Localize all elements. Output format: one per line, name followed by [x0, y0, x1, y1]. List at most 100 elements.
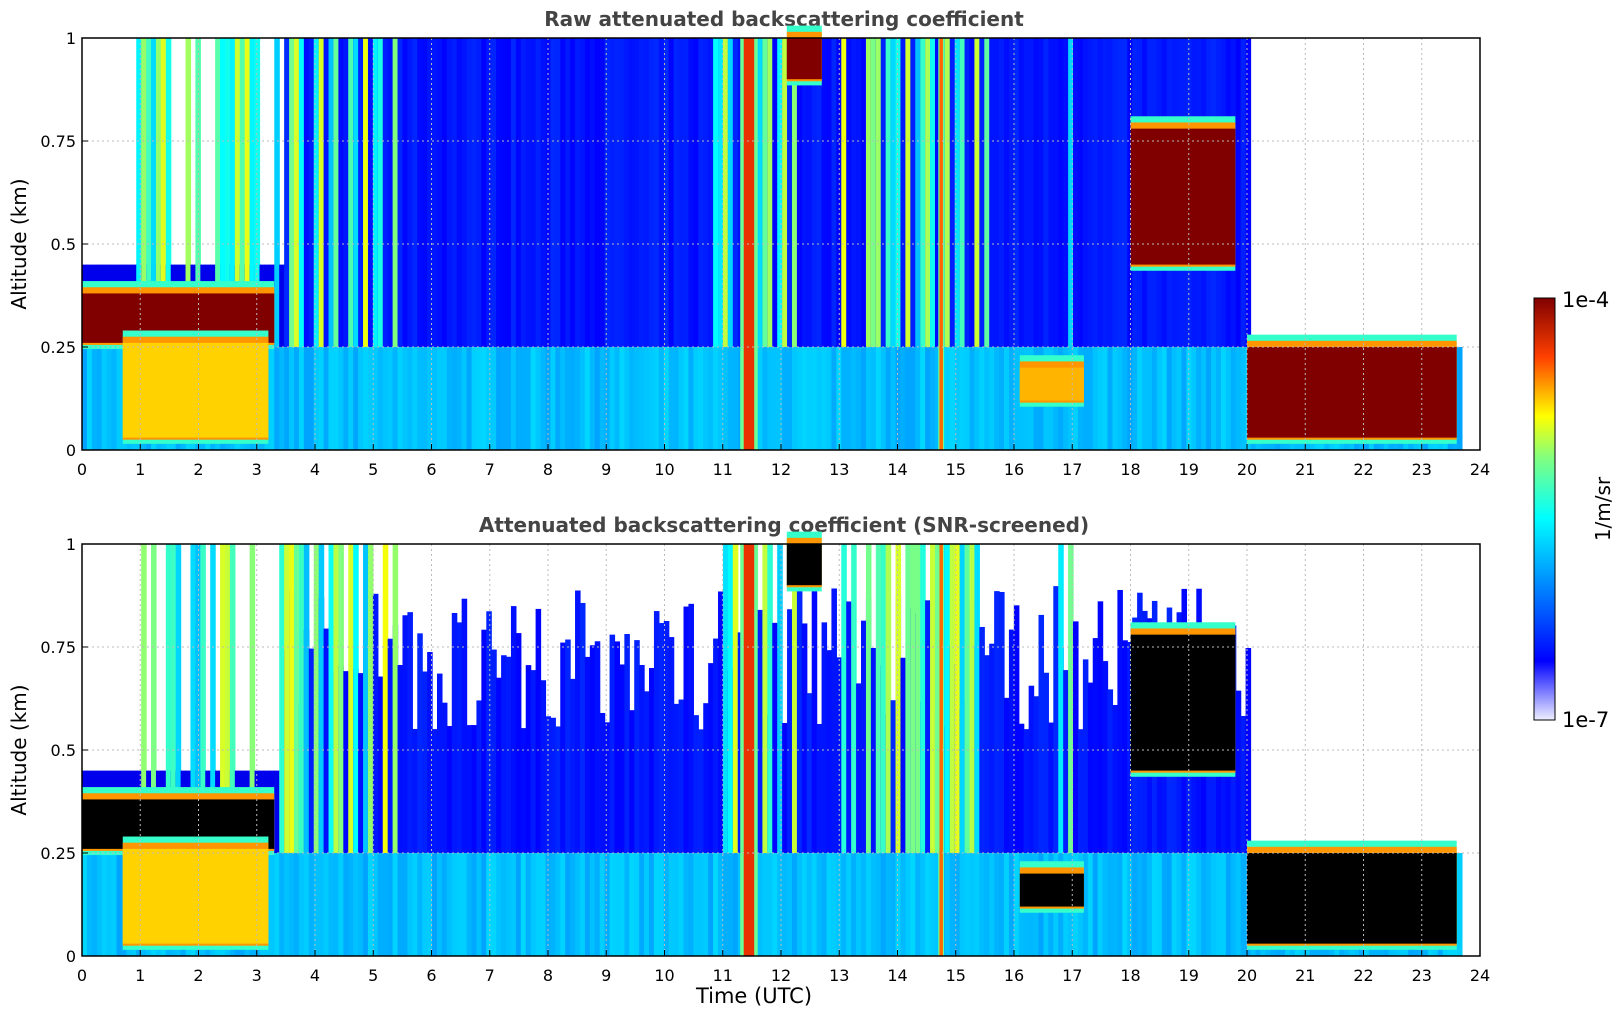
field-cell: [772, 347, 778, 450]
field-cell: [274, 770, 280, 853]
field-cell: [1235, 853, 1242, 956]
field-cell: [481, 38, 487, 347]
streak-cell: [930, 544, 936, 853]
streak-cell: [313, 544, 320, 853]
field-cell: [644, 38, 650, 347]
field-cell: [624, 634, 630, 853]
field-cell: [668, 38, 675, 347]
field-cell: [614, 347, 621, 450]
field-cell: [604, 853, 611, 956]
field-cell: [1097, 601, 1104, 853]
field-cell: [989, 853, 995, 956]
y-tick-label: 0.5: [51, 741, 76, 760]
streak-cell: [727, 544, 734, 853]
field-cell: [491, 853, 497, 956]
streak-cell: [367, 544, 374, 853]
field-cell: [91, 853, 98, 956]
streak-cell: [313, 38, 320, 347]
field-cell: [1142, 853, 1148, 956]
streak-cell: [718, 38, 724, 347]
field-cell: [279, 264, 285, 347]
field-cell: [486, 611, 492, 853]
field-cell: [436, 347, 443, 450]
field-cell: [1216, 347, 1222, 450]
field-cell: [831, 347, 837, 450]
layer-core: [1130, 128, 1236, 265]
field-cell: [1082, 659, 1089, 853]
streak-cell: [905, 38, 911, 347]
field-cell: [1087, 682, 1094, 853]
x-tick-label: 13: [829, 966, 849, 985]
field-cell: [1043, 38, 1049, 347]
field-cell: [994, 38, 1000, 347]
field-cell: [772, 853, 778, 956]
x-tick-label: 18: [1120, 966, 1140, 985]
field-cell: [372, 593, 379, 853]
field-cell: [382, 853, 389, 956]
field-cell: [727, 853, 734, 956]
x-tick-label: 8: [543, 966, 553, 985]
x-tick-label: 19: [1179, 460, 1199, 479]
field-cell: [688, 853, 694, 956]
field-cell: [757, 347, 764, 450]
x-tick-label: 7: [485, 966, 495, 985]
field-cell: [964, 38, 971, 347]
field-cell: [787, 609, 793, 853]
field-cell: [1028, 685, 1035, 853]
x-tick-label: 11: [713, 460, 733, 479]
field-cell: [782, 722, 788, 853]
x-tick-label: 15: [946, 966, 966, 985]
field-cell: [703, 703, 709, 853]
band-core: [939, 544, 943, 956]
field-cell: [782, 853, 788, 956]
field-cell: [377, 853, 384, 956]
field-cell: [1211, 347, 1217, 450]
field-cell: [861, 347, 867, 450]
colorbar-max-label: 1e-4: [1562, 288, 1609, 312]
field-cell: [856, 347, 862, 450]
field-cell: [969, 853, 976, 956]
streak-cell: [392, 544, 399, 853]
field-cell: [880, 853, 887, 956]
no-data-region: [1462, 544, 1480, 956]
field-cell: [624, 347, 630, 450]
field-cell: [303, 853, 310, 956]
field-cell: [649, 347, 655, 450]
field-cell: [82, 347, 88, 450]
field-cell: [989, 347, 995, 450]
field-cell: [1003, 38, 1010, 347]
field-cell: [979, 38, 985, 347]
field-cell: [1112, 38, 1118, 347]
field-cell: [1003, 697, 1010, 853]
streak-cell: [200, 544, 206, 853]
field-cell: [333, 853, 339, 956]
field-cell: [777, 853, 783, 956]
field-cell: [688, 347, 694, 450]
field-cell: [1053, 38, 1059, 347]
field-cell: [644, 691, 650, 853]
field-cell: [387, 347, 394, 450]
field-cell: [1107, 853, 1114, 956]
streak-cell: [303, 544, 310, 853]
y-ticks: 0 0.25 0.5 0.75 1: [40, 535, 88, 966]
field-cell: [422, 853, 428, 956]
field-cell: [1171, 853, 1178, 956]
field-cell: [732, 347, 739, 450]
field-cell: [496, 853, 502, 956]
field-cell: [722, 347, 729, 450]
field-cell: [540, 680, 547, 853]
field-cell: [358, 673, 364, 853]
field-cell: [111, 853, 118, 956]
streak-cell: [762, 38, 768, 347]
field-cell: [1058, 38, 1064, 347]
streak-cell: [777, 38, 783, 347]
field-cell: [540, 347, 547, 450]
streak-cell: [722, 38, 729, 347]
field-cell: [1191, 347, 1197, 450]
field-cell: [456, 853, 463, 956]
layer-core: [1247, 853, 1457, 944]
field-cell: [762, 347, 768, 450]
field-cell: [116, 347, 123, 450]
field-cell: [323, 628, 330, 853]
